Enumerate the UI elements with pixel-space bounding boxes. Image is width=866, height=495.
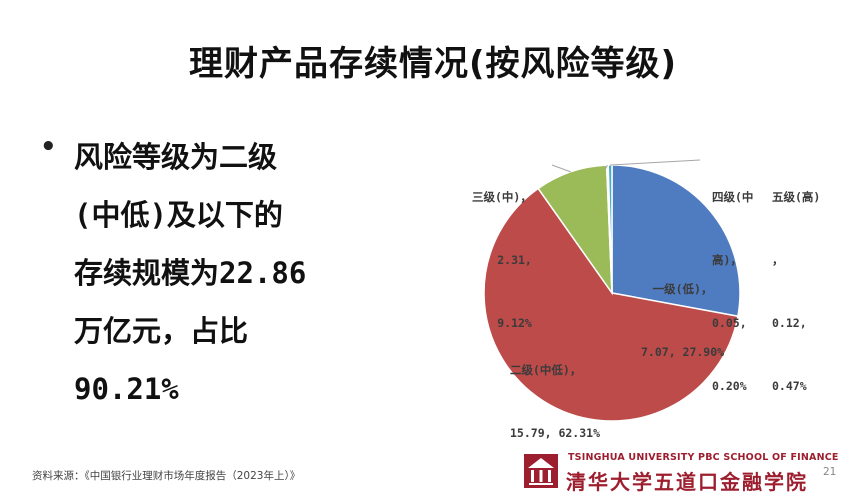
- label-line: 二级(中低)，: [510, 363, 582, 377]
- bullet-line: (中低)及以下的: [74, 198, 283, 232]
- risk-level-pie-chart: [483, 159, 741, 422]
- bullet-marker: •: [40, 132, 57, 162]
- label-line: 15.79, 62.31%: [510, 426, 601, 440]
- slice-label-level1: 一级(低)， 7.07, 27.90%: [641, 237, 724, 384]
- label-line: 0.47%: [772, 379, 807, 393]
- bullet-text: 风险等级为二级 (中低)及以下的 存续规模为22.86 万亿元，占比 90.21…: [74, 128, 306, 418]
- label-line: 0.20%: [712, 379, 747, 393]
- bullet-line: 万亿元，占比: [74, 314, 249, 348]
- leader-line: [610, 159, 701, 166]
- slice-label-level4: 四级(中 高)， 0.05, 0.20%: [712, 145, 753, 418]
- pie-slice: [483, 187, 739, 422]
- logo-emblem-icon: [524, 454, 558, 488]
- school-logo: TSINGHUA UNIVERSITY PBC SCHOOL OF FINANC…: [522, 450, 838, 494]
- logo-chinese-text: 清华大学五道口金融学院: [566, 470, 808, 494]
- source-note: 资料来源：《中国银行业理财市场年度报告（2023年上）》: [32, 470, 301, 482]
- label-line: ，: [772, 253, 784, 267]
- label-line: 7.07, 27.90%: [641, 345, 725, 359]
- slice-label-level2: 二级(中低)， 15.79, 62.31%: [510, 318, 600, 465]
- pie-slice: [611, 164, 741, 318]
- label-line: 四级(中: [712, 190, 754, 204]
- label-line: 一级(低)，: [652, 282, 713, 296]
- page-number: 21: [823, 466, 837, 478]
- logo-english-text: TSINGHUA UNIVERSITY PBC SCHOOL OF FINANC…: [568, 452, 839, 463]
- slice-label-level5: 五级(高) ， 0.12, 0.47%: [772, 145, 820, 418]
- label-line: 三级(中)，: [472, 190, 532, 204]
- label-line: 0.12,: [772, 316, 807, 330]
- leader-line: [604, 164, 608, 171]
- label-line: 9.12%: [497, 316, 532, 330]
- bullet-line: 风险等级为二级: [74, 140, 278, 174]
- bullet-line: 存续规模为22.86: [74, 256, 307, 290]
- label-line: 高)，: [712, 253, 742, 267]
- bullet-line: 90.21%: [74, 372, 179, 406]
- slice-label-level3: 三级(中)， 2.31, 9.12%: [472, 145, 532, 355]
- leader-line: [551, 164, 571, 173]
- label-line: 0.05,: [712, 316, 747, 330]
- slide-title: 理财产品存续情况(按风险等级): [188, 44, 678, 84]
- label-line: 2.31,: [497, 253, 532, 267]
- label-line: 五级(高): [772, 190, 821, 204]
